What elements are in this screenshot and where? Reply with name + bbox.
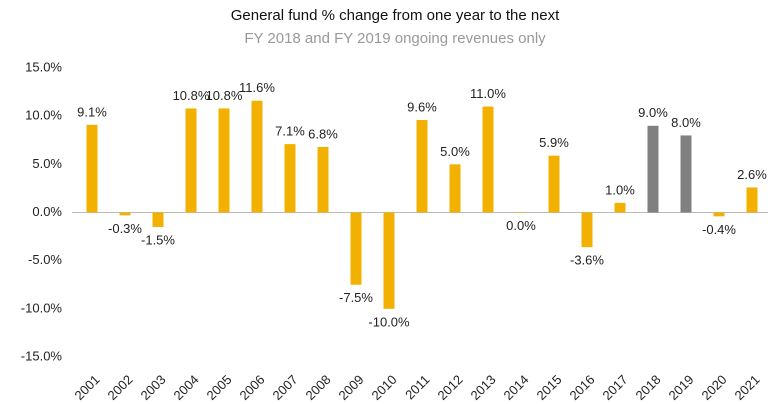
x-tick-label: 2003 (137, 372, 168, 403)
value-label: 5.0% (440, 144, 470, 159)
x-tick-label: 2018 (632, 372, 663, 403)
value-label: -10.0% (368, 314, 410, 329)
x-tick-label: 2009 (335, 372, 366, 403)
y-tick-label: 15.0% (25, 59, 62, 74)
y-tick-label: -10.0% (21, 300, 63, 315)
bar (317, 146, 329, 213)
value-label: -3.6% (570, 253, 604, 268)
bar (713, 212, 725, 217)
bar (185, 108, 197, 213)
bar (548, 155, 560, 213)
bar (449, 164, 461, 213)
bar (350, 212, 362, 285)
x-tick-label: 2011 (402, 372, 432, 402)
bar (152, 212, 164, 227)
bar (680, 135, 692, 213)
value-label: 9.1% (77, 104, 107, 119)
y-tick-label: -15.0% (21, 348, 63, 363)
value-label: 7.1% (275, 124, 305, 139)
value-label: 9.6% (407, 99, 437, 114)
x-tick-label: 2015 (533, 372, 564, 403)
value-label: 8.0% (671, 115, 701, 130)
x-tick-label: 2004 (170, 372, 201, 403)
x-tick-label: 2014 (500, 372, 531, 403)
bar (86, 124, 98, 213)
x-tick-label: 2017 (599, 372, 630, 403)
value-label: 10.8% (206, 88, 243, 103)
x-tick-label: 2019 (665, 372, 696, 403)
x-tick-label: 2013 (467, 372, 498, 403)
y-tick-label: -5.0% (28, 252, 62, 267)
bar (284, 144, 296, 213)
x-tick-label: 2001 (71, 372, 102, 403)
value-label: -0.4% (702, 222, 736, 237)
bar (581, 212, 593, 248)
bar (482, 106, 494, 213)
value-label: -7.5% (339, 290, 373, 305)
bar (119, 212, 131, 216)
x-tick-label: 2020 (698, 372, 729, 403)
x-tick-label: 2012 (434, 372, 465, 403)
x-tick-label: 2005 (203, 372, 234, 403)
x-tick-label: 2016 (566, 372, 597, 403)
bar (251, 100, 263, 213)
value-label: 1.0% (605, 182, 635, 197)
bar (218, 108, 230, 213)
value-label: 10.8% (173, 88, 210, 103)
value-label: 2.6% (737, 167, 767, 182)
value-label: 9.0% (638, 105, 668, 120)
value-label: 6.8% (308, 126, 338, 141)
chart-title: General fund % change from one year to t… (231, 7, 560, 24)
bar (614, 202, 626, 213)
value-label: 5.9% (539, 135, 569, 150)
x-tick-label: 2008 (302, 372, 333, 403)
y-tick-label: 0.0% (32, 204, 62, 219)
x-tick-label: 2006 (236, 372, 267, 403)
bar (416, 120, 428, 213)
bar (746, 187, 758, 213)
x-tick-label: 2021 (731, 372, 762, 403)
bar (515, 212, 527, 213)
value-label: -0.3% (108, 221, 142, 236)
y-tick-label: 5.0% (32, 156, 62, 171)
chart-subtitle: FY 2018 and FY 2019 ongoing revenues onl… (244, 30, 546, 47)
x-tick-label: 2010 (368, 372, 399, 403)
value-label: -1.5% (141, 232, 175, 247)
value-label: 0.0% (506, 218, 536, 233)
value-label: 11.6% (239, 80, 275, 95)
x-tick-label: 2007 (269, 372, 300, 403)
value-label: 11.0% (470, 86, 506, 101)
x-tick-label: 2002 (104, 372, 135, 403)
bar (383, 212, 395, 309)
bar (647, 125, 659, 213)
y-tick-label: 10.0% (25, 108, 62, 123)
